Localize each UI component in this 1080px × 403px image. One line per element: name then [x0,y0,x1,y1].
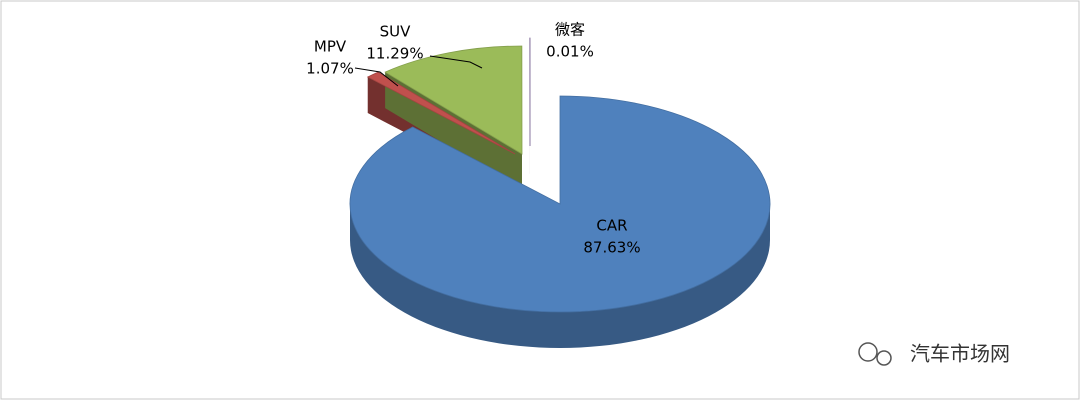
watermark-icon [858,342,892,366]
watermark: 汽车市场网 [910,342,1010,366]
slice-label: CAR [596,217,627,235]
slice-side [350,204,770,348]
slice-label: 微客 [555,21,585,39]
slice-label: MPV [314,38,347,56]
slice-value-label: 87.63% [583,239,640,257]
leader-line [354,67,399,87]
slice [349,95,771,313]
slice-value-label: 11.29% [366,45,423,63]
slice-value-label: 0.01% [546,43,594,61]
slice-value-label: 1.07% [306,60,354,78]
slice [384,45,523,155]
slice-label: SUV [380,23,412,41]
leader-line [429,55,483,69]
